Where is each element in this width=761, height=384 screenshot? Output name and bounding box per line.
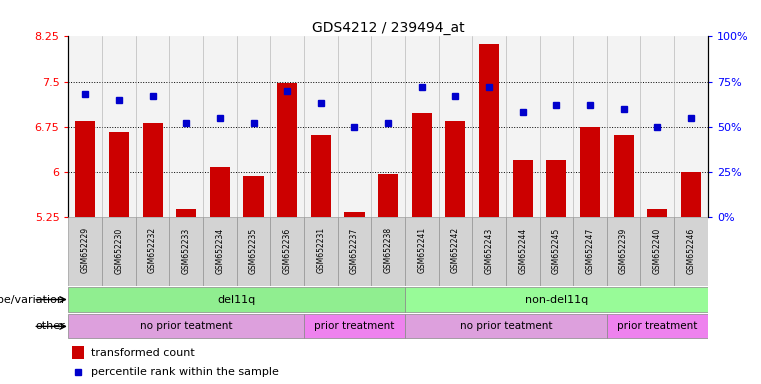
Text: GSM652242: GSM652242	[451, 227, 460, 273]
Bar	[473, 217, 506, 286]
Text: GSM652235: GSM652235	[249, 227, 258, 273]
Bar	[72, 346, 84, 359]
Bar	[580, 127, 600, 217]
Bar	[142, 122, 163, 217]
Bar	[310, 134, 331, 217]
Bar	[203, 36, 237, 217]
Bar	[479, 44, 499, 217]
Bar	[573, 217, 607, 286]
Text: GSM652234: GSM652234	[215, 227, 224, 273]
Bar	[371, 36, 405, 217]
Bar	[473, 36, 506, 217]
Bar	[244, 176, 263, 217]
Bar	[438, 36, 473, 217]
Bar	[641, 217, 674, 286]
Text: no prior teatment: no prior teatment	[140, 321, 233, 331]
Bar	[68, 217, 102, 286]
Text: GSM652244: GSM652244	[518, 227, 527, 273]
Bar	[573, 36, 607, 217]
Bar	[102, 217, 135, 286]
Bar	[405, 314, 607, 339]
Bar	[304, 36, 338, 217]
Bar	[304, 217, 338, 286]
Bar	[405, 36, 438, 217]
Bar	[176, 209, 196, 217]
Bar	[607, 36, 641, 217]
Bar	[647, 209, 667, 217]
Bar	[109, 132, 129, 217]
Text: GSM652238: GSM652238	[384, 227, 393, 273]
Bar	[203, 217, 237, 286]
Bar	[405, 287, 708, 312]
Bar	[378, 174, 398, 217]
Bar	[237, 36, 270, 217]
Title: GDS4212 / 239494_at: GDS4212 / 239494_at	[312, 22, 464, 35]
Bar	[506, 217, 540, 286]
Text: percentile rank within the sample: percentile rank within the sample	[91, 367, 279, 377]
Text: GSM652239: GSM652239	[619, 227, 628, 273]
Text: other: other	[35, 321, 65, 331]
Bar	[681, 172, 701, 217]
Bar	[68, 314, 304, 339]
Text: prior treatment: prior treatment	[617, 321, 697, 331]
Bar	[170, 217, 203, 286]
Text: genotype/variation: genotype/variation	[0, 295, 65, 305]
Bar	[546, 160, 566, 217]
Bar	[540, 36, 573, 217]
Text: del11q: del11q	[218, 295, 256, 305]
Text: GSM652241: GSM652241	[417, 227, 426, 273]
Bar	[75, 121, 95, 217]
Bar	[270, 217, 304, 286]
Bar	[304, 314, 405, 339]
Text: GSM652230: GSM652230	[114, 227, 123, 273]
Bar	[513, 160, 533, 217]
Bar	[102, 36, 135, 217]
Bar	[445, 121, 466, 217]
Bar	[345, 212, 365, 217]
Bar	[641, 36, 674, 217]
Bar	[135, 217, 170, 286]
Text: GSM652240: GSM652240	[653, 227, 662, 273]
Bar	[68, 287, 405, 312]
Bar	[405, 217, 438, 286]
Text: GSM652245: GSM652245	[552, 227, 561, 273]
Bar	[338, 36, 371, 217]
Bar	[438, 217, 473, 286]
Bar	[277, 83, 298, 217]
Text: no prior teatment: no prior teatment	[460, 321, 552, 331]
Bar	[170, 36, 203, 217]
Bar	[237, 217, 270, 286]
Bar	[210, 167, 230, 217]
Bar	[68, 36, 102, 217]
Text: GSM652247: GSM652247	[585, 227, 594, 273]
Text: GSM652237: GSM652237	[350, 227, 359, 273]
Bar	[613, 134, 634, 217]
Text: prior treatment: prior treatment	[314, 321, 395, 331]
Bar	[270, 36, 304, 217]
Bar	[607, 314, 708, 339]
Bar	[412, 113, 431, 217]
Bar	[135, 36, 170, 217]
Text: GSM652246: GSM652246	[686, 227, 696, 273]
Bar	[338, 217, 371, 286]
Bar	[674, 36, 708, 217]
Text: GSM652233: GSM652233	[182, 227, 191, 273]
Bar	[607, 217, 641, 286]
Text: GSM652243: GSM652243	[485, 227, 494, 273]
Text: GSM652229: GSM652229	[81, 227, 90, 273]
Text: non-del11q: non-del11q	[524, 295, 588, 305]
Text: transformed count: transformed count	[91, 348, 195, 358]
Bar	[371, 217, 405, 286]
Bar	[674, 217, 708, 286]
Bar	[540, 217, 573, 286]
Text: GSM652236: GSM652236	[282, 227, 291, 273]
Text: GSM652232: GSM652232	[148, 227, 157, 273]
Bar	[506, 36, 540, 217]
Text: GSM652231: GSM652231	[317, 227, 325, 273]
